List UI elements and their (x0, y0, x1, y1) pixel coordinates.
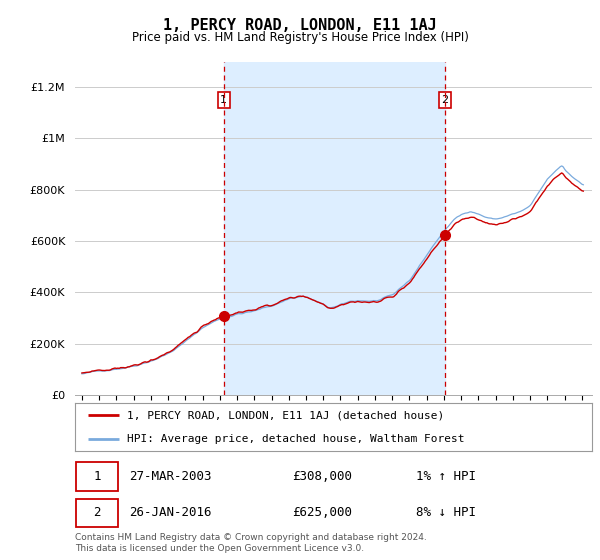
Text: 2: 2 (442, 95, 449, 105)
Text: £308,000: £308,000 (292, 470, 352, 483)
Text: 8% ↓ HPI: 8% ↓ HPI (416, 506, 476, 520)
Text: 2: 2 (94, 506, 101, 520)
Text: Contains HM Land Registry data © Crown copyright and database right 2024.
This d: Contains HM Land Registry data © Crown c… (75, 533, 427, 553)
Text: £625,000: £625,000 (292, 506, 352, 520)
Bar (224, 62, 445, 395)
FancyBboxPatch shape (76, 499, 118, 527)
Text: 26-JAN-2016: 26-JAN-2016 (130, 506, 212, 520)
Text: 1: 1 (220, 95, 227, 105)
Text: Price paid vs. HM Land Registry's House Price Index (HPI): Price paid vs. HM Land Registry's House … (131, 31, 469, 44)
FancyBboxPatch shape (76, 463, 118, 491)
Text: 1% ↑ HPI: 1% ↑ HPI (416, 470, 476, 483)
Text: 1: 1 (94, 470, 101, 483)
Text: 1, PERCY ROAD, LONDON, E11 1AJ (detached house): 1, PERCY ROAD, LONDON, E11 1AJ (detached… (127, 410, 444, 420)
Text: HPI: Average price, detached house, Waltham Forest: HPI: Average price, detached house, Walt… (127, 434, 464, 444)
Text: 27-MAR-2003: 27-MAR-2003 (130, 470, 212, 483)
Text: 1, PERCY ROAD, LONDON, E11 1AJ: 1, PERCY ROAD, LONDON, E11 1AJ (163, 18, 437, 33)
